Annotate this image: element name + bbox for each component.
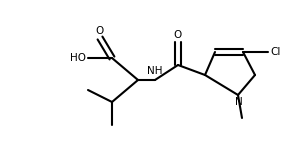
Text: O: O — [174, 30, 182, 40]
Text: N: N — [235, 97, 243, 107]
Text: NH: NH — [147, 66, 163, 76]
Text: O: O — [96, 26, 104, 36]
Text: Cl: Cl — [270, 47, 280, 57]
Text: HO: HO — [70, 53, 86, 63]
